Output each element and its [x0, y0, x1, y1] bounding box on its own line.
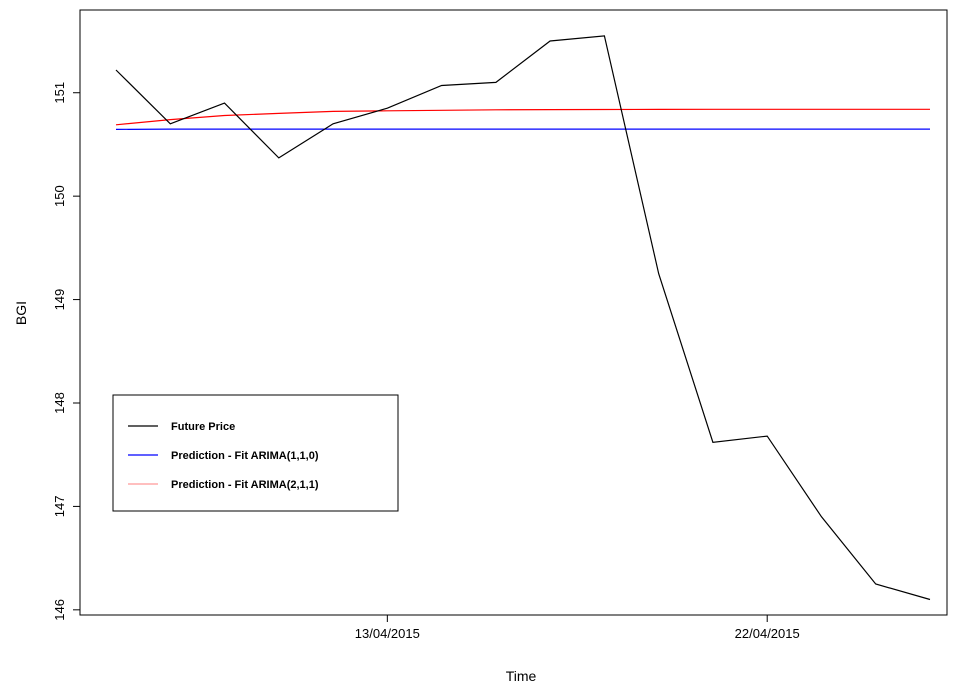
x-axis-title: Time	[506, 668, 537, 684]
y-tick-label: 151	[52, 82, 67, 104]
legend-label: Prediction - Fit ARIMA(1,1,0)	[171, 450, 319, 462]
legend: Future Price Prediction - Fit ARIMA(1,1,0…	[112, 394, 399, 512]
legend-box	[112, 394, 399, 512]
y-axis-title: BGI	[13, 301, 29, 325]
legend-label: Future Price	[171, 421, 235, 433]
plot-frame	[79, 9, 948, 616]
y-tick-label: 149	[52, 289, 67, 311]
y-tick-label: 146	[52, 599, 67, 621]
series-layer	[115, 35, 931, 601]
x-tick-label: 22/04/2015	[735, 626, 800, 641]
series-line	[115, 35, 931, 601]
y-tick-label: 148	[52, 392, 67, 414]
y-tick-label: 150	[52, 185, 67, 207]
series-line	[115, 108, 930, 126]
legend-label: Prediction - Fit ARIMA(2,1,1)	[171, 479, 319, 491]
y-tick-label: 147	[52, 496, 67, 518]
y-axis: 146 147 148 149 150 151	[52, 82, 80, 621]
x-tick-label: 13/04/2015	[355, 626, 420, 641]
